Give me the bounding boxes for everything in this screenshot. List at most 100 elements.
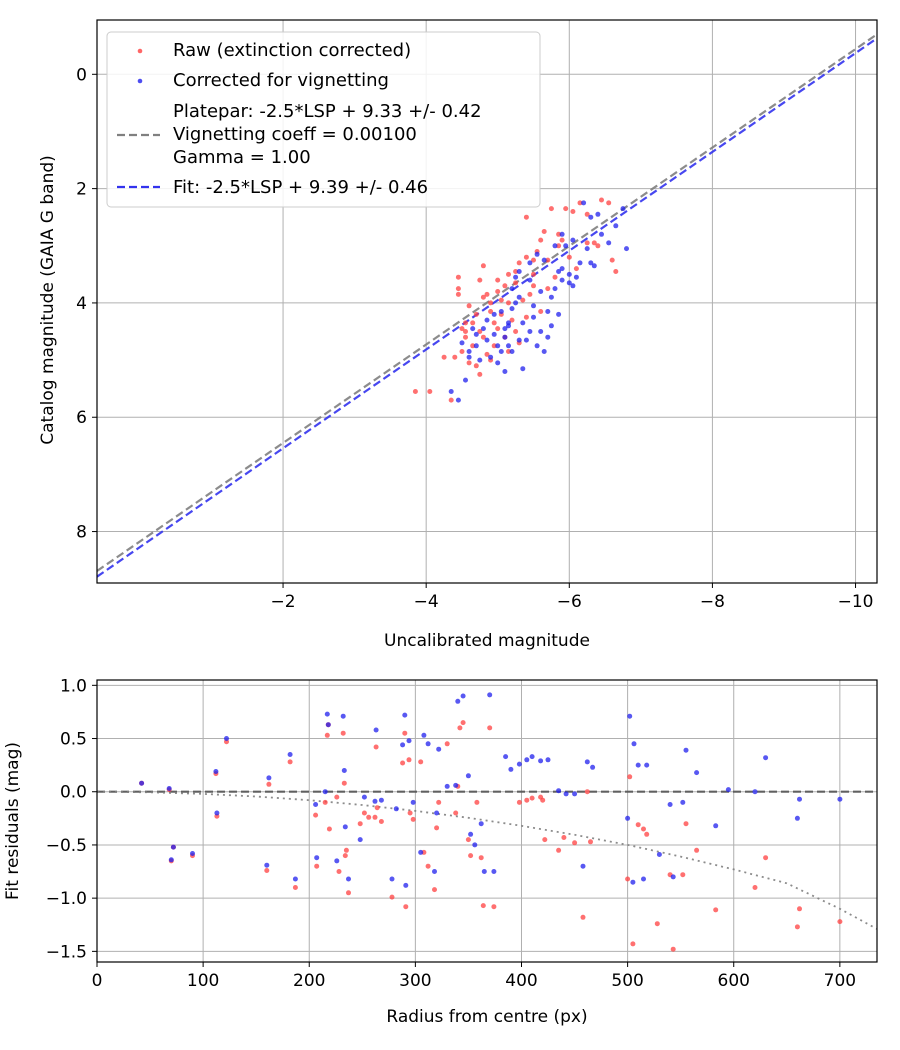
top-data-point: [566, 280, 572, 286]
top-x-tick-label: −6: [557, 592, 582, 612]
bottom-data-point: [538, 758, 544, 764]
bottom-data-point: [264, 868, 270, 873]
top-fit-lines: [96, 33, 878, 578]
bottom-y-tick-label: −1.5: [46, 942, 87, 962]
bottom-data-point: [837, 796, 843, 802]
top-data-point: [563, 206, 569, 212]
bottom-data-point: [545, 757, 551, 763]
bottom-data-point: [373, 727, 379, 733]
top-data-point: [495, 289, 501, 294]
top-data-point: [466, 360, 472, 366]
bottom-data-point: [366, 814, 372, 820]
top-data-point: [473, 331, 479, 337]
bottom-data-point: [453, 782, 459, 788]
bottom-data-point: [374, 805, 380, 811]
top-data-point: [509, 306, 515, 312]
top-data-point: [527, 291, 533, 297]
top-data-point: [477, 329, 483, 334]
legend-corrected-label: Corrected for vignetting: [173, 70, 389, 91]
bottom-data-point: [340, 713, 346, 719]
legend: Raw (extinction corrected) Corrected for…: [106, 31, 541, 208]
bottom-data-point: [436, 746, 442, 752]
top-data-point: [613, 223, 619, 229]
top-data-point: [520, 297, 526, 303]
legend-corrected-marker: [137, 78, 143, 84]
bottom-data-point: [357, 837, 363, 843]
top-data-point: [459, 349, 465, 354]
top-data-point: [480, 326, 486, 332]
top-data-point: [509, 349, 515, 354]
bottom-data-point: [406, 738, 412, 744]
top-y-tick-label: 6: [76, 408, 87, 428]
top-data-point: [584, 246, 590, 252]
top-data-point: [527, 329, 533, 334]
top-data-point: [491, 343, 497, 349]
bottom-data-point: [465, 837, 471, 843]
top-data-point: [556, 269, 562, 274]
top-data-point: [488, 309, 494, 314]
bottom-data-point: [487, 692, 493, 698]
bottom-data-point: [794, 815, 800, 821]
bottom-y-tick-label: 0.5: [60, 730, 87, 750]
top-data-point: [513, 274, 519, 280]
top-data-point: [491, 331, 497, 337]
bottom-data-point: [625, 815, 631, 821]
top-data-point: [527, 260, 533, 266]
bottom-data-point: [190, 851, 195, 856]
top-y-tick-label: 0: [76, 65, 87, 85]
bottom-data-point: [343, 847, 349, 853]
bottom-data-point: [797, 906, 802, 912]
top-data-point: [473, 311, 479, 317]
top-data-point: [531, 257, 536, 263]
top-data-point: [455, 286, 461, 292]
bottom-data-point: [336, 869, 342, 874]
top-data-point: [559, 277, 565, 283]
bottom-data-point: [572, 840, 578, 846]
bottom-x-tick-label: 500: [611, 971, 643, 991]
bottom-data-point: [432, 869, 437, 874]
bottom-data-point: [139, 780, 145, 786]
top-data-point: [477, 371, 483, 377]
bottom-data-point: [436, 799, 442, 805]
bottom-data-point: [324, 711, 330, 717]
bottom-data-point: [752, 789, 758, 795]
bottom-data-point: [457, 725, 463, 731]
bottom-data-point: [266, 781, 272, 787]
bottom-data-point: [694, 770, 700, 776]
legend-platepar-line-1: Platepar: -2.5*LSP + 9.33 +/- 0.42: [173, 101, 482, 122]
top-data-point: [506, 349, 511, 354]
bottom-data-point: [373, 744, 379, 750]
top-series-corrected: [448, 200, 629, 403]
bottom-data-point: [635, 822, 641, 828]
bottom-data-point: [590, 764, 596, 770]
bottom-data-point: [680, 872, 686, 878]
top-data-point: [573, 274, 579, 280]
bottom-data-point: [542, 837, 548, 843]
bottom-line-vignetting-model: [96, 790, 878, 930]
bottom-series-raw: [139, 720, 843, 952]
top-data-point: [545, 309, 551, 314]
bottom-x-tick-label: 700: [824, 971, 856, 991]
bottom-data-point: [529, 795, 535, 801]
bottom-data-point: [683, 747, 689, 753]
top-x-tick-label: −4: [414, 592, 439, 612]
bottom-data-point: [478, 855, 484, 861]
bottom-data-point: [588, 839, 593, 845]
bottom-grid: [96, 680, 877, 962]
bottom-data-point: [563, 791, 569, 797]
bottom-data-point: [287, 752, 293, 757]
top-data-point: [484, 351, 490, 357]
bottom-data-point: [421, 732, 427, 738]
top-data-point: [545, 257, 551, 263]
top-data-point: [491, 320, 497, 326]
bottom-scatter-points: [139, 692, 843, 952]
bottom-data-point: [402, 712, 408, 718]
top-data-point: [523, 254, 529, 260]
top-data-point: [470, 343, 476, 349]
top-data-point: [509, 286, 515, 292]
top-data-point: [498, 309, 504, 314]
top-data-point: [466, 349, 472, 354]
top-plot-frame: [96, 19, 878, 584]
bottom-y-axis-label: Fit residuals (mag): [3, 742, 23, 900]
